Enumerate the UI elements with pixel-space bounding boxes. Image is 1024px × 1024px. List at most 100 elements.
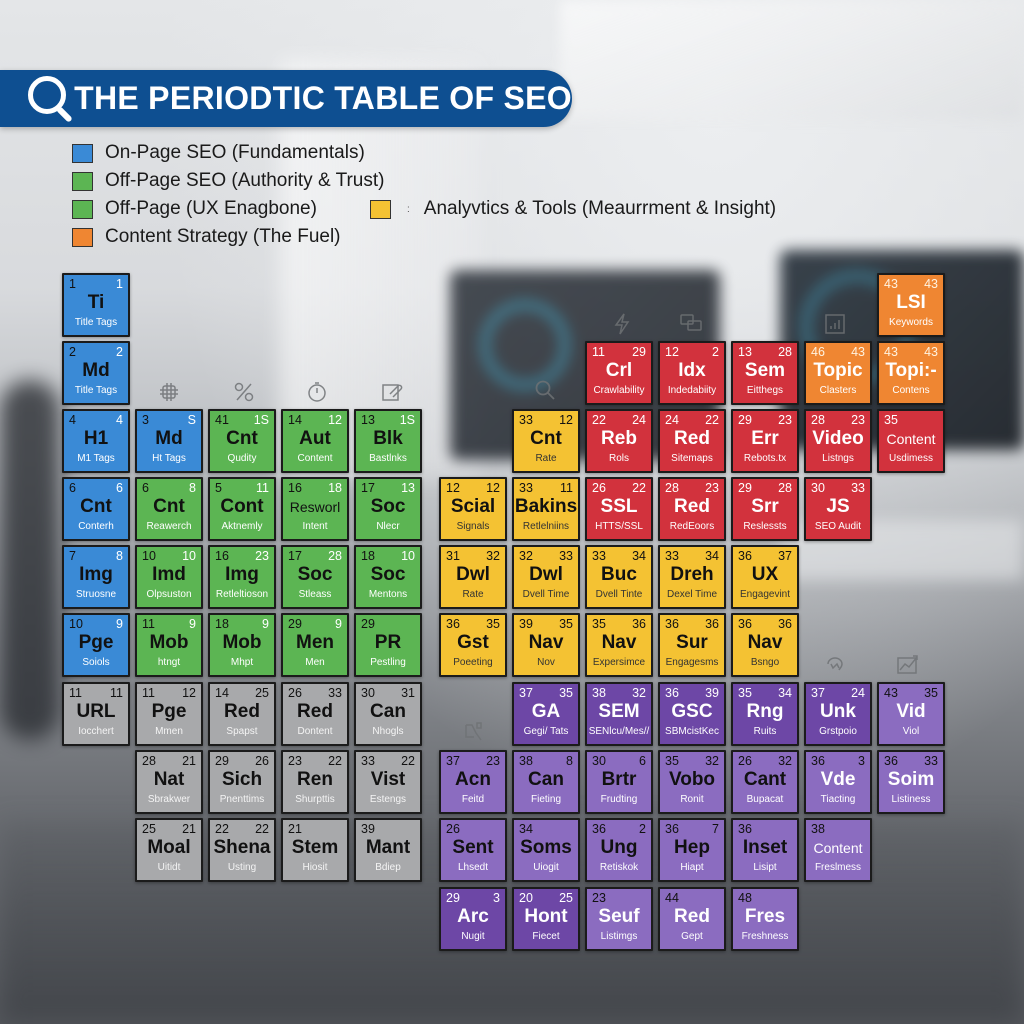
- element-tile[interactable]: 36 36 Sur Engagesms: [658, 613, 726, 677]
- element-tile[interactable]: 16 18 Resworl Intent: [281, 477, 349, 541]
- element-tile[interactable]: 20 25 Hont Fiecet: [512, 887, 580, 951]
- element-tile[interactable]: 36 3 Vde Tiacting: [804, 750, 872, 814]
- element-tile[interactable]: 33 22 Vist Estengs: [354, 750, 422, 814]
- element-tile[interactable]: 30 31 Can Nhogls: [354, 682, 422, 746]
- element-tile[interactable]: 36 33 Soim Listiness: [877, 750, 945, 814]
- element-tile[interactable]: 12 2 Idx Indedabiity: [658, 341, 726, 405]
- element-tile[interactable]: 46 43 Topic Clasters: [804, 341, 872, 405]
- element-tile[interactable]: 35 Content Usdimess: [877, 409, 945, 473]
- element-tile[interactable]: 16 23 Img Retleltioson: [208, 545, 276, 609]
- element-tile[interactable]: 18 10 Soc Mentons: [354, 545, 422, 609]
- element-tile[interactable]: 30 33 JS SEO Audit: [804, 477, 872, 541]
- element-tile[interactable]: 44 Red Gept: [658, 887, 726, 951]
- element-tile[interactable]: 29 PR Pestling: [354, 613, 422, 677]
- element-tile[interactable]: 36 37 UX Engagevint: [731, 545, 799, 609]
- element-tile[interactable]: 36 35 Gst Poeeting: [439, 613, 507, 677]
- element-tile[interactable]: 33 11 Bakins Retlelniins: [512, 477, 580, 541]
- element-tile[interactable]: 30 6 Brtr Frudting: [585, 750, 653, 814]
- element-tile[interactable]: 33 34 Buc Dvell Tinte: [585, 545, 653, 609]
- element-tile[interactable]: 1 1 Ti Title Tags: [62, 273, 130, 337]
- element-weight: 35: [924, 686, 938, 700]
- element-tile[interactable]: 10 10 Imd Olpsuston: [135, 545, 203, 609]
- element-tile[interactable]: 38 32 SEM SENlcu/Mes//: [585, 682, 653, 746]
- element-tile[interactable]: 33 12 Cnt Rate: [512, 409, 580, 473]
- element-tile[interactable]: 26 33 Red Dontent: [281, 682, 349, 746]
- element-tile[interactable]: 22 24 Reb Rols: [585, 409, 653, 473]
- element-tile[interactable]: 11 12 Pge Mmen: [135, 682, 203, 746]
- element-tile[interactable]: 35 36 Nav Expersimce: [585, 613, 653, 677]
- element-tile[interactable]: 21 Stem Hiosit: [281, 818, 349, 882]
- element-tile[interactable]: 34 Soms Uiogit: [512, 818, 580, 882]
- element-tile[interactable]: 24 22 Red Sitemaps: [658, 409, 726, 473]
- element-tile[interactable]: 31 32 Dwl Rate: [439, 545, 507, 609]
- element-tile[interactable]: 28 21 Nat Sbrakwer: [135, 750, 203, 814]
- element-tile[interactable]: 12 12 Scial Signals: [439, 477, 507, 541]
- element-tile[interactable]: 29 26 Sich Pnenttims: [208, 750, 276, 814]
- element-tile[interactable]: 36 2 Ung Retiskok: [585, 818, 653, 882]
- element-tile[interactable]: 5 11 Cont Aktnemly: [208, 477, 276, 541]
- element-tile[interactable]: 13 28 Sem Eitthegs: [731, 341, 799, 405]
- element-tile[interactable]: 17 28 Soc Stleass: [281, 545, 349, 609]
- element-tile[interactable]: 4 4 H1 M1 Tags: [62, 409, 130, 473]
- element-tile[interactable]: 23 22 Ren Shurpttis: [281, 750, 349, 814]
- element-tile[interactable]: 14 12 Aut Content: [281, 409, 349, 473]
- element-tile[interactable]: 13 1S Blk Bastlnks: [354, 409, 422, 473]
- element-tile[interactable]: 32 33 Dwl Dvell Time: [512, 545, 580, 609]
- element-tile[interactable]: 43 43 LSI Keywords: [877, 273, 945, 337]
- element-tile[interactable]: 29 3 Arc Nugit: [439, 887, 507, 951]
- element-tile[interactable]: 43 35 Vid Viol: [877, 682, 945, 746]
- element-tile[interactable]: 26 Sent Lhsedt: [439, 818, 507, 882]
- element-tile[interactable]: 38 Content Freslmess: [804, 818, 872, 882]
- element-number: 33: [519, 481, 533, 495]
- element-tile[interactable]: 22 22 Shena Usting: [208, 818, 276, 882]
- element-tile[interactable]: 29 28 Srr Reslessts: [731, 477, 799, 541]
- element-tile[interactable]: 36 Inset Lisipt: [731, 818, 799, 882]
- element-tile[interactable]: 18 9 Mob Mhpt: [208, 613, 276, 677]
- element-tile[interactable]: 41 1S Cnt Qudity: [208, 409, 276, 473]
- element-weight: 12: [559, 413, 573, 427]
- element-name: Bsngo: [750, 657, 780, 668]
- element-tile[interactable]: 11 9 Mob htngt: [135, 613, 203, 677]
- element-tile[interactable]: 11 11 URL Iocchert: [62, 682, 130, 746]
- element-tile[interactable]: 37 24 Unk Grstpoio: [804, 682, 872, 746]
- element-tile[interactable]: 33 34 Dreh Dexel Time: [658, 545, 726, 609]
- element-tile[interactable]: 36 39 GSC SBMcistKec: [658, 682, 726, 746]
- element-tile[interactable]: 26 32 Cant Bupacat: [731, 750, 799, 814]
- element-tile[interactable]: 35 34 Rng Ruits: [731, 682, 799, 746]
- element-tile[interactable]: 6 8 Cnt Reawerch: [135, 477, 203, 541]
- element-number: 32: [519, 549, 533, 563]
- element-tile[interactable]: 25 21 Moal Uitidt: [135, 818, 203, 882]
- legend-swatch: [72, 171, 93, 191]
- element-tile[interactable]: 3 S Md Ht Tags: [135, 409, 203, 473]
- legend-marker: :: [407, 203, 410, 215]
- element-tile[interactable]: 43 43 Topi:- Contens: [877, 341, 945, 405]
- element-tile[interactable]: 10 9 Pge Soiols: [62, 613, 130, 677]
- element-tile[interactable]: 14 25 Red Spapst: [208, 682, 276, 746]
- element-tile[interactable]: 37 35 GA Gegi/ Tats: [512, 682, 580, 746]
- element-number: 37: [519, 686, 533, 700]
- element-weight: 22: [255, 822, 269, 836]
- element-tile[interactable]: 23 Seuf Listimgs: [585, 887, 653, 951]
- element-weight: 22: [401, 754, 415, 768]
- element-tile[interactable]: 39 Mant Bdiep: [354, 818, 422, 882]
- element-tile[interactable]: 37 23 Acn Feitd: [439, 750, 507, 814]
- element-tile[interactable]: 11 29 Crl Crawlability: [585, 341, 653, 405]
- element-tile[interactable]: 2 2 Md Title Tags: [62, 341, 130, 405]
- element-tile[interactable]: 29 9 Men Men: [281, 613, 349, 677]
- search-icon: [26, 74, 73, 124]
- element-symbol: Sem: [744, 360, 786, 381]
- element-tile[interactable]: 17 13 Soc Nlecr: [354, 477, 422, 541]
- element-symbol: Buc: [601, 564, 637, 585]
- element-tile[interactable]: 29 23 Err Rebots.tx: [731, 409, 799, 473]
- element-tile[interactable]: 36 7 Hep Hiapt: [658, 818, 726, 882]
- element-tile[interactable]: 7 8 Img Struosne: [62, 545, 130, 609]
- element-tile[interactable]: 38 8 Can Fieting: [512, 750, 580, 814]
- element-tile[interactable]: 28 23 Video Listngs: [804, 409, 872, 473]
- element-tile[interactable]: 48 Fres Freshness: [731, 887, 799, 951]
- element-tile[interactable]: 28 23 Red RedEoors: [658, 477, 726, 541]
- element-tile[interactable]: 35 32 Vobo Ronit: [658, 750, 726, 814]
- element-tile[interactable]: 6 6 Cnt Conterh: [62, 477, 130, 541]
- element-tile[interactable]: 39 35 Nav Nov: [512, 613, 580, 677]
- element-tile[interactable]: 36 36 Nav Bsngo: [731, 613, 799, 677]
- element-tile[interactable]: 26 22 SSL HTTS/SSL: [585, 477, 653, 541]
